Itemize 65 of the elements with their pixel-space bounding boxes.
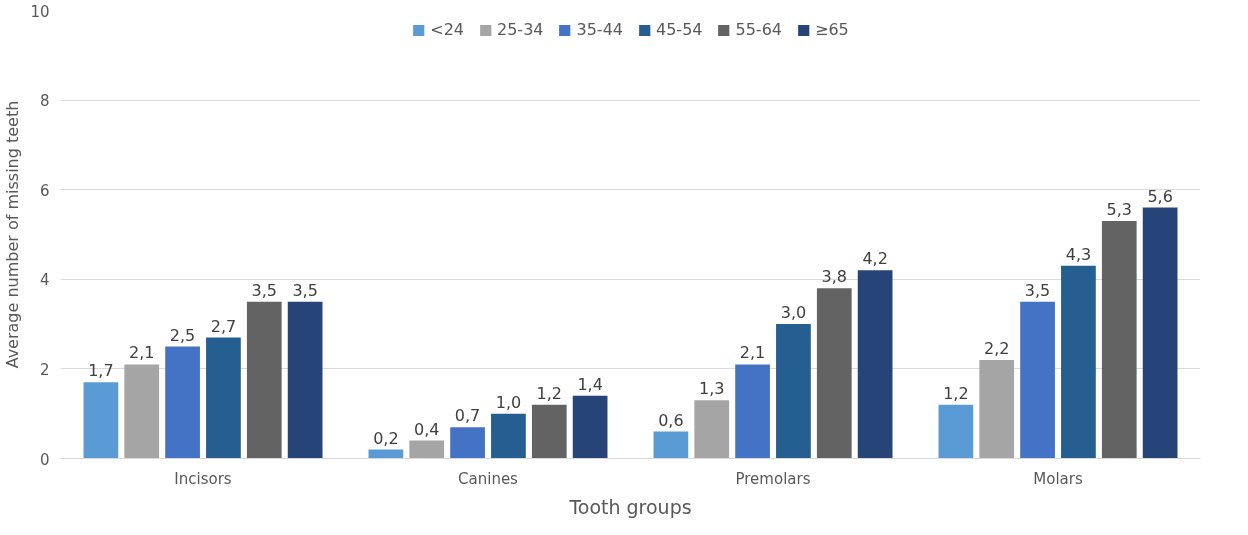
data-label: 3,5: [251, 280, 278, 300]
bar: [816, 288, 852, 459]
legend-label: 55-64: [735, 20, 782, 39]
bar: [979, 359, 1015, 459]
bar: [450, 427, 485, 459]
legend-label: 35-44: [576, 20, 623, 39]
bar: [206, 337, 241, 459]
legend-label: ≥65: [815, 20, 849, 39]
bar: [409, 440, 445, 459]
data-label: 5,3: [1106, 200, 1133, 220]
x-tick-label: Molars: [1033, 469, 1083, 488]
bar: [653, 431, 689, 459]
y-tick-label: 10: [30, 2, 50, 21]
bar: [165, 346, 200, 459]
data-label: 0,4: [414, 419, 440, 439]
bar: [776, 324, 811, 459]
data-label: 0,7: [454, 406, 481, 426]
data-label: 2,1: [129, 343, 155, 363]
data-label: 5,6: [1147, 186, 1173, 206]
bar: [83, 382, 119, 459]
bar: [287, 301, 323, 459]
bar: [694, 400, 730, 459]
data-label: 3,5: [1024, 280, 1051, 300]
legend-label: 25-34: [497, 20, 544, 39]
y-tick-label: 2: [39, 360, 50, 379]
data-label: 1,4: [577, 374, 603, 394]
bar: [857, 270, 893, 459]
data-label: 0,2: [373, 428, 399, 448]
bar: [491, 413, 526, 459]
data-label: 1,2: [943, 383, 969, 403]
data-label: 3,5: [292, 280, 318, 300]
legend-label: 45-54: [656, 20, 703, 39]
y-tick-label: 8: [39, 92, 50, 111]
bar: [1061, 265, 1096, 459]
data-label: 0,6: [658, 410, 684, 430]
bar: [938, 404, 974, 459]
x-axis-title: Tooth groups: [568, 495, 692, 518]
x-tick-label: Canines: [458, 469, 519, 488]
data-label: 2,2: [984, 338, 1010, 358]
data-label: 1,2: [536, 383, 563, 403]
data-label: 2,7: [210, 316, 237, 336]
data-label: 3,8: [821, 267, 848, 287]
bar: [1142, 207, 1178, 459]
bar: [124, 364, 160, 459]
bar: [1020, 301, 1055, 459]
bar: [1101, 221, 1137, 459]
bar: [246, 301, 282, 459]
data-label: 2,1: [739, 343, 766, 363]
data-label: 4,2: [862, 249, 888, 269]
data-label: 1,3: [699, 379, 725, 399]
data-label: 1,0: [495, 392, 522, 412]
data-label: 4,3: [1065, 244, 1092, 264]
data-label: 3,0: [780, 303, 807, 323]
y-tick-label: 6: [39, 181, 50, 200]
x-tick-label: Incisors: [174, 469, 232, 488]
bar: [735, 364, 770, 459]
bar: [531, 404, 567, 459]
y-axis-title: Average number of missing teeth: [3, 100, 23, 369]
data-label: 2,5: [169, 325, 196, 345]
bar: [572, 395, 608, 459]
data-label: 1,7: [88, 361, 114, 381]
legend-label: <24: [430, 20, 464, 39]
y-tick-label: 0: [39, 450, 50, 469]
y-tick-label: 4: [39, 271, 50, 290]
x-tick-label: Premolars: [735, 469, 811, 488]
